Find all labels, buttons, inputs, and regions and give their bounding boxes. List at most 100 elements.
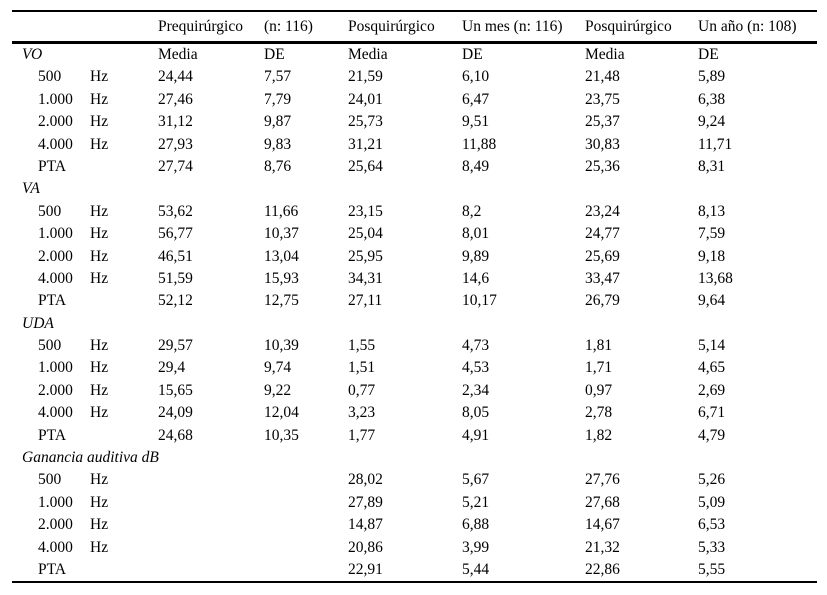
table-row: 4.000 Hz 20,86 3,99 21,32 5,33 [12,537,817,559]
frequency-label: PTA [38,560,67,578]
frequency-label: 2.000 [38,516,73,534]
frequency-label: 2.000 [38,247,73,265]
section-row: VO Media DE Media DE Media DE [12,44,817,66]
value-cell: 24,01 [348,90,383,108]
value-cell [158,469,264,491]
frequency-label: 4.000 [38,404,73,422]
value-cell: 4,73 [462,337,490,355]
value-cell: 24,44 [158,68,193,86]
value-cell: 8,76 [264,157,292,175]
value-cell: 11,88 [462,135,497,153]
value-cell: 9,74 [264,359,292,377]
unit-label: Hz [90,68,109,86]
value-cell: 4,65 [698,359,726,377]
value-cell: 56,77 [158,225,193,243]
value-cell: 7,57 [264,68,292,86]
header-un-mes-n-116: Un mes (n: 116) [462,18,563,35]
subheader-cell: Media [158,46,198,63]
value-cell: 7,79 [264,90,292,108]
row-label: 500 Hz [22,66,158,88]
value-cell: 9,83 [264,135,292,153]
header-posquirurgico-ano: Posquirúrgico [585,18,672,35]
frequency-label: 1.000 [38,359,73,377]
value-cell: 6,53 [698,516,726,534]
unit-label: Hz [90,493,109,511]
value-cell: 29,4 [158,359,186,377]
value-cell: 0,97 [585,381,613,399]
header-n-116: (n: 116) [264,18,313,35]
unit-label: Hz [90,135,109,153]
section-label: UDA [22,314,54,332]
frequency-label: 500 [38,337,62,355]
value-cell: 2,34 [462,381,490,399]
row-label: PTA [22,290,158,312]
header-empty-cell [22,12,158,41]
table-row: PTA 24,68 10,35 1,77 4,91 1,82 4,79 [12,425,817,447]
unit-label: Hz [90,202,109,220]
value-cell [264,537,348,559]
value-cell: 24,68 [158,426,193,444]
value-cell [264,469,348,491]
value-cell: 9,18 [698,247,726,265]
value-cell: 6,10 [462,68,490,86]
unit-label: Hz [90,538,109,556]
value-cell: 27,93 [158,135,193,153]
value-cell: 25,64 [348,157,383,175]
value-cell: 5,44 [462,560,490,578]
section-label: Ganancia auditiva dB [22,449,159,467]
value-cell: 9,51 [462,113,490,131]
value-cell: 9,87 [264,113,292,131]
header-posquirurgico-mes: Posquirúrgico [348,18,435,35]
value-cell: 8,49 [462,157,490,175]
value-cell: 6,71 [698,404,726,422]
table-row: 4.000 Hz 24,09 12,04 3,23 8,05 2,78 6,71 [12,402,817,424]
frequency-label: 4.000 [38,538,73,556]
value-cell [264,514,348,536]
table-row: 500 Hz 29,57 10,39 1,55 4,73 1,81 5,14 [12,335,817,357]
value-cell: 4,79 [698,426,726,444]
table-row: PTA 52,12 12,75 27,11 10,17 26,79 9,64 [12,290,817,312]
row-label: 1.000 Hz [22,89,158,111]
value-cell: 31,12 [158,113,193,131]
value-cell: 23,75 [585,90,620,108]
table-row: 4.000 Hz 51,59 15,93 34,31 14,6 33,47 13,68 [12,268,817,290]
value-cell: 9,64 [698,292,726,310]
section-label: VO [22,46,43,63]
unit-label: Hz [90,337,109,355]
value-cell: 8,2 [462,202,482,220]
value-cell: 27,76 [585,471,620,489]
value-cell: 1,51 [348,359,376,377]
value-cell: 7,59 [698,225,726,243]
value-cell: 34,31 [348,269,383,287]
unit-label: Hz [90,359,109,377]
value-cell [158,514,264,536]
table-row: PTA 22,91 5,44 22,86 5,55 [12,559,817,581]
row-label: 500 Hz [22,335,158,357]
table-body: VO Media DE Media DE Media DE 500 Hz 24,44 7,57 21,… [12,44,817,581]
frequency-label: 500 [38,68,62,86]
table-bottom-rule [12,581,817,584]
value-cell: 13,04 [264,247,299,265]
value-cell: 5,55 [698,560,726,578]
section-row: Ganancia auditiva dB [12,447,817,469]
value-cell: 1,81 [585,337,613,355]
table-row: 500 Hz 24,44 7,57 21,59 6,10 21,48 5,89 [12,66,817,88]
section-label: VA [22,180,40,198]
value-cell: 2,78 [585,404,613,422]
value-cell: 12,04 [264,404,299,422]
value-cell: 3,99 [462,538,490,556]
value-cell: 27,68 [585,493,620,511]
value-cell [158,492,264,514]
unit-label: Hz [90,225,109,243]
value-cell: 1,71 [585,359,613,377]
value-cell: 5,21 [462,493,490,511]
value-cell: 5,14 [698,337,726,355]
value-cell: 9,24 [698,113,726,131]
value-cell: 46,51 [158,247,193,265]
value-cell: 6,88 [462,516,490,534]
value-cell: 33,47 [585,269,620,287]
value-cell: 53,62 [158,202,193,220]
value-cell: 23,15 [348,202,383,220]
table-row: 500 Hz 28,02 5,67 27,76 5,26 [12,469,817,491]
subheader-cell: DE [264,46,285,63]
